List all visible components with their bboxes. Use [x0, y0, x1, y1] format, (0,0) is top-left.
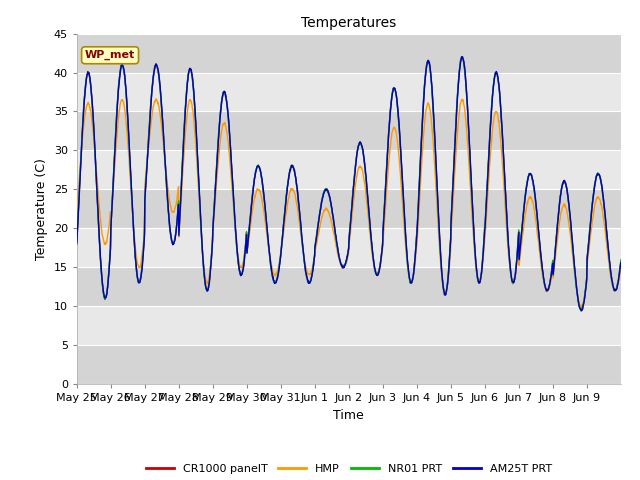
NR01 PRT: [617, 257, 625, 263]
NR01 PRT: [324, 188, 332, 194]
Title: Temperatures: Temperatures: [301, 16, 396, 30]
Bar: [77, 345, 621, 384]
AM25T PRT: [578, 308, 586, 313]
NR01 PRT: [158, 109, 166, 115]
CR1000 panelT: [73, 239, 81, 244]
AM25T PRT: [477, 273, 485, 278]
Bar: [77, 111, 621, 150]
HMP: [617, 264, 625, 270]
Bar: [77, 228, 621, 267]
Bar: [77, 34, 621, 72]
CR1000 panelT: [611, 287, 618, 292]
Y-axis label: Temperature (C): Temperature (C): [35, 158, 48, 260]
AM25T PRT: [617, 260, 625, 265]
CR1000 panelT: [158, 108, 166, 114]
AM25T PRT: [557, 191, 564, 196]
Line: AM25T PRT: AM25T PRT: [77, 57, 621, 311]
Bar: [77, 150, 621, 189]
NR01 PRT: [458, 54, 466, 60]
AM25T PRT: [458, 54, 466, 60]
HMP: [335, 254, 342, 260]
AM25T PRT: [158, 106, 166, 112]
NR01 PRT: [557, 189, 564, 194]
Line: CR1000 panelT: CR1000 panelT: [77, 57, 621, 311]
HMP: [152, 96, 159, 102]
CR1000 panelT: [617, 259, 625, 265]
CR1000 panelT: [324, 188, 332, 193]
Line: HMP: HMP: [77, 99, 621, 307]
HMP: [73, 206, 81, 212]
HMP: [557, 210, 564, 216]
HMP: [324, 208, 332, 214]
HMP: [477, 275, 485, 281]
CR1000 panelT: [578, 308, 586, 313]
NR01 PRT: [335, 251, 342, 257]
X-axis label: Time: Time: [333, 408, 364, 421]
NR01 PRT: [477, 271, 485, 276]
NR01 PRT: [611, 287, 618, 293]
HMP: [577, 304, 584, 310]
NR01 PRT: [73, 238, 81, 243]
Bar: [77, 267, 621, 306]
Text: WP_met: WP_met: [85, 50, 135, 60]
Bar: [77, 72, 621, 111]
Legend: CR1000 panelT, HMP, NR01 PRT, AM25T PRT: CR1000 panelT, HMP, NR01 PRT, AM25T PRT: [141, 460, 556, 479]
Line: NR01 PRT: NR01 PRT: [77, 57, 621, 311]
NR01 PRT: [577, 308, 585, 314]
Bar: [77, 306, 621, 345]
AM25T PRT: [611, 288, 618, 293]
HMP: [158, 129, 166, 134]
CR1000 panelT: [335, 249, 342, 255]
HMP: [611, 288, 618, 294]
AM25T PRT: [335, 250, 342, 255]
CR1000 panelT: [458, 54, 465, 60]
CR1000 panelT: [477, 271, 485, 277]
AM25T PRT: [324, 189, 332, 194]
CR1000 panelT: [557, 190, 564, 195]
AM25T PRT: [73, 241, 81, 247]
Bar: [77, 189, 621, 228]
